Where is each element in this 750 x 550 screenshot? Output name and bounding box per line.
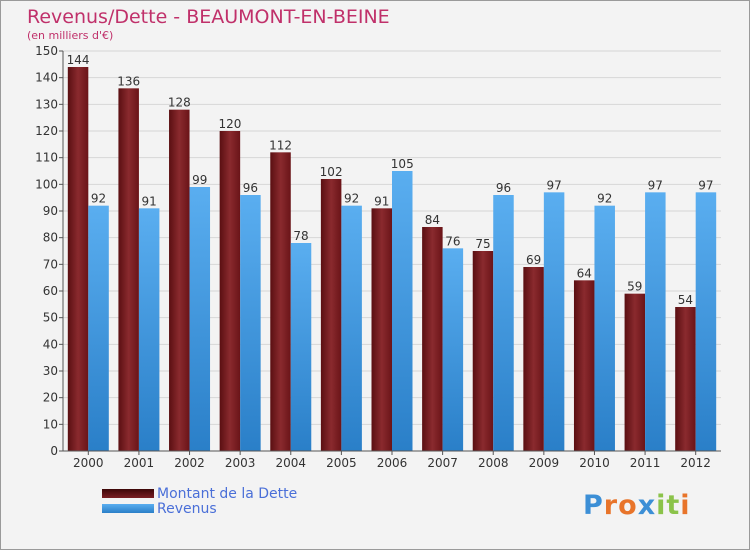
data-label: 84 <box>425 213 440 227</box>
x-tick-label: 2005 <box>326 456 357 470</box>
y-tick-label: 20 <box>43 391 58 405</box>
y-tick-label: 40 <box>43 337 58 351</box>
data-label: 92 <box>91 192 106 206</box>
x-tick-label: 2009 <box>529 456 560 470</box>
legend-swatch-debt <box>102 489 154 498</box>
logo-letter: r <box>603 490 619 521</box>
data-label: 76 <box>445 234 460 248</box>
bar-debt <box>371 208 392 451</box>
bar-revenus <box>645 192 666 452</box>
data-label: 144 <box>67 53 90 67</box>
bar-revenus <box>543 192 565 452</box>
data-label: 78 <box>293 229 308 243</box>
bar-revenus <box>493 195 514 451</box>
data-label: 96 <box>496 181 511 195</box>
legend-swatch-revenus <box>102 504 154 513</box>
axes: 0 10 20 30 40 50 60 70 80 90 100 110 120 130 140 150 200… <box>35 44 721 470</box>
data-label: 97 <box>648 178 663 192</box>
data-label: 112 <box>269 138 292 152</box>
bar-debt <box>320 179 342 451</box>
y-tick-label: 150 <box>35 44 58 58</box>
bar-debt <box>422 227 443 451</box>
y-tick-label: 80 <box>43 231 58 245</box>
data-label: 54 <box>678 293 693 307</box>
bar-debt <box>624 293 646 451</box>
bar-revenus <box>594 205 615 451</box>
chart-title: Revenus/Dette - BEAUMONT-EN-BEINE <box>27 6 390 28</box>
bar-debt <box>219 131 241 451</box>
logo-letter: t <box>666 490 681 521</box>
y-tick-label: 70 <box>43 257 58 271</box>
bar-debt <box>270 152 291 452</box>
data-label: 92 <box>597 192 612 206</box>
data-label: 99 <box>192 173 207 187</box>
x-tick-label: 2006 <box>377 456 408 470</box>
bar-revenus <box>392 171 413 451</box>
bar-revenus <box>442 248 464 451</box>
legend-label-debt: Montant de la Dette <box>157 486 298 502</box>
bar-debt <box>573 280 595 451</box>
bar-revenus <box>341 205 362 451</box>
bar-revenus <box>88 205 109 451</box>
data-label: 128 <box>168 96 191 110</box>
y-tick-label: 130 <box>35 97 58 111</box>
y-tick-label: 110 <box>35 151 58 165</box>
y-tick-label: 140 <box>35 71 58 85</box>
x-tick-label: 2012 <box>680 456 711 470</box>
bar-debt <box>472 251 494 451</box>
x-tick-label: 2000 <box>73 456 104 470</box>
logo-letter: i <box>656 490 667 521</box>
x-tick-label: 2001 <box>124 456 155 470</box>
data-label: 91 <box>374 194 389 208</box>
x-tick-label: 2011 <box>630 456 661 470</box>
y-tick-label: 30 <box>43 364 58 378</box>
data-label: 102 <box>320 165 343 179</box>
x-tick-label: 2007 <box>427 456 458 470</box>
bar-debt <box>169 109 190 452</box>
y-tick-label: 60 <box>43 284 58 298</box>
data-label: 105 <box>391 157 414 171</box>
bar-revenus <box>290 243 312 451</box>
data-label: 64 <box>577 266 592 280</box>
x-tick-label: 2004 <box>275 456 306 470</box>
data-label: 96 <box>243 181 258 195</box>
x-tick-label: 2010 <box>579 456 610 470</box>
data-label: 69 <box>526 253 541 267</box>
bar-revenus <box>138 208 160 451</box>
y-tick-label: 0 <box>50 444 58 458</box>
bar-debt <box>675 307 696 451</box>
y-tick-label: 120 <box>35 124 58 138</box>
logo-letter: i <box>680 490 691 521</box>
x-tick-label: 2002 <box>174 456 205 470</box>
chart-subtitle: (en milliers d'€) <box>27 29 114 42</box>
data-label: 120 <box>218 117 241 131</box>
logo-letter: x <box>637 490 657 521</box>
logo-letter: P <box>583 490 604 521</box>
logo-letter: o <box>618 490 638 521</box>
bar-debt <box>118 88 139 451</box>
bar-debt <box>67 67 89 451</box>
bar-revenus <box>695 192 717 452</box>
bar-debt <box>523 267 544 451</box>
y-tick-label: 90 <box>43 204 58 218</box>
proxiti-logo: Proxiti <box>583 490 691 521</box>
data-label: 91 <box>142 194 157 208</box>
data-label: 75 <box>475 237 490 251</box>
data-label: 97 <box>546 178 561 192</box>
data-label: 92 <box>344 192 359 206</box>
bar-revenus <box>240 195 261 451</box>
x-tick-label: 2003 <box>225 456 256 470</box>
data-label: 136 <box>117 74 140 88</box>
legend-label-revenus: Revenus <box>157 501 217 517</box>
data-label: 97 <box>698 178 713 192</box>
bar-revenus <box>189 187 211 451</box>
y-tick-label: 100 <box>35 177 58 191</box>
data-label: 59 <box>627 280 642 294</box>
y-tick-label: 50 <box>43 311 58 325</box>
x-tick-label: 2008 <box>478 456 509 470</box>
y-tick-label: 10 <box>43 417 58 431</box>
